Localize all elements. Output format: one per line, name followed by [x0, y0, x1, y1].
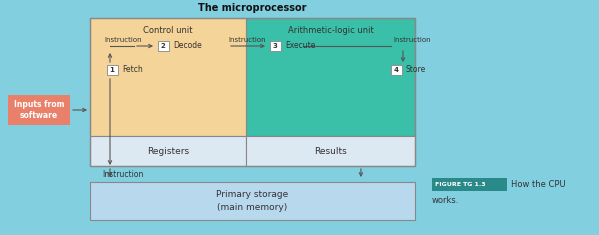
Text: 2: 2	[161, 43, 165, 49]
Text: Instruction: Instruction	[393, 37, 431, 43]
Text: Results: Results	[314, 146, 347, 156]
Text: Arithmetic-logic unit: Arithmetic-logic unit	[288, 26, 373, 35]
Text: Fetch: Fetch	[122, 66, 143, 74]
Text: 4: 4	[394, 67, 398, 73]
FancyBboxPatch shape	[90, 136, 246, 166]
FancyBboxPatch shape	[158, 41, 168, 51]
FancyBboxPatch shape	[391, 65, 401, 75]
Text: FIGURE TG 1.3: FIGURE TG 1.3	[435, 182, 486, 187]
Text: Execute: Execute	[285, 42, 316, 51]
FancyBboxPatch shape	[90, 18, 246, 136]
FancyBboxPatch shape	[90, 182, 415, 220]
Text: Decode: Decode	[173, 42, 202, 51]
Text: Registers: Registers	[147, 146, 189, 156]
Text: Primary storage
(main memory): Primary storage (main memory)	[216, 190, 289, 212]
Text: Instruction: Instruction	[228, 37, 265, 43]
FancyBboxPatch shape	[246, 136, 415, 166]
Text: 1: 1	[110, 67, 114, 73]
FancyBboxPatch shape	[8, 95, 70, 125]
FancyBboxPatch shape	[246, 18, 415, 136]
Text: How the CPU: How the CPU	[511, 180, 565, 189]
FancyBboxPatch shape	[107, 65, 117, 75]
FancyBboxPatch shape	[270, 41, 280, 51]
Text: The microprocessor: The microprocessor	[198, 3, 307, 13]
Text: Control unit: Control unit	[143, 26, 193, 35]
Text: 3: 3	[273, 43, 277, 49]
Text: works.: works.	[432, 196, 459, 205]
FancyBboxPatch shape	[432, 178, 507, 191]
Text: Inputs from
software: Inputs from software	[14, 100, 64, 120]
Text: Instruction: Instruction	[102, 170, 143, 179]
Text: Instruction: Instruction	[104, 37, 141, 43]
Text: Store: Store	[406, 66, 426, 74]
